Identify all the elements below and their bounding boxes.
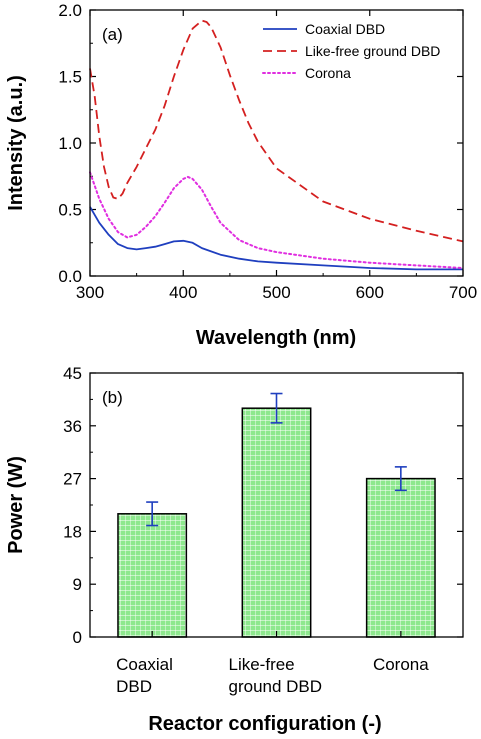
category-label: ground DBD <box>229 677 323 696</box>
panel-a-series <box>89 19 464 271</box>
legend-label: Coaxial DBD <box>305 21 385 37</box>
panel-b-label: (b) <box>102 388 123 407</box>
y-tick-label: 1.0 <box>58 134 82 153</box>
category-label: DBD <box>116 677 152 696</box>
panel-b-y-axis-label: Power (W) <box>5 456 27 554</box>
bar <box>241 407 312 638</box>
bar <box>117 513 188 638</box>
category-label: Like-free <box>229 655 295 674</box>
category-label: Coaxial <box>116 655 173 674</box>
panel-a-x-axis-label: Wavelength (nm) <box>196 327 356 349</box>
bar <box>365 477 436 638</box>
x-tick-label: 500 <box>262 283 290 302</box>
y-tick-label: 18 <box>63 522 82 541</box>
panel-b-ticks: 0 9 18 27 36 45 <box>63 364 463 647</box>
x-tick-label: 300 <box>76 283 104 302</box>
y-tick-label: 0.0 <box>58 267 82 286</box>
y-tick-label: 45 <box>63 364 82 383</box>
series-line-like-free-ground-dbd <box>89 19 464 243</box>
legend-label: Corona <box>305 65 351 81</box>
y-tick-label: 27 <box>63 470 82 489</box>
y-tick-label: 0.5 <box>58 201 82 220</box>
panel-a: 300 400 500 600 700 0.0 0.5 1.0 1.5 2.0 (a) Coaxi… <box>5 1 477 349</box>
panel-a-label: (a) <box>102 25 123 44</box>
y-tick-label: 2.0 <box>58 1 82 20</box>
y-tick-label: 0 <box>73 628 82 647</box>
x-tick-label: 700 <box>449 283 477 302</box>
panel-a-legend: Coaxial DBD Like-free ground DBD Corona <box>262 21 440 81</box>
x-tick-label: 400 <box>169 283 197 302</box>
category-label: Corona <box>373 655 429 674</box>
x-tick-label: 600 <box>356 283 384 302</box>
panel-a-frame <box>89 9 464 277</box>
panel-b-frame <box>89 372 464 638</box>
y-tick-label: 9 <box>73 575 82 594</box>
y-tick-label: 1.5 <box>58 68 82 87</box>
y-tick-label: 36 <box>63 417 82 436</box>
series-line-coaxial-dbd <box>89 206 463 271</box>
panel-b-x-axis-label: Reactor configuration (-) <box>148 713 381 735</box>
panel-b: 0 9 18 27 36 45 Coaxial DBD Like-free ground DBD… <box>5 364 464 735</box>
panel-b-bars: Coaxial DBD Like-free ground DBD Corona <box>116 392 436 696</box>
series-line-corona <box>89 171 464 269</box>
legend-label: Like-free ground DBD <box>305 43 440 59</box>
panel-a-y-axis-label: Intensity (a.u.) <box>5 75 27 211</box>
